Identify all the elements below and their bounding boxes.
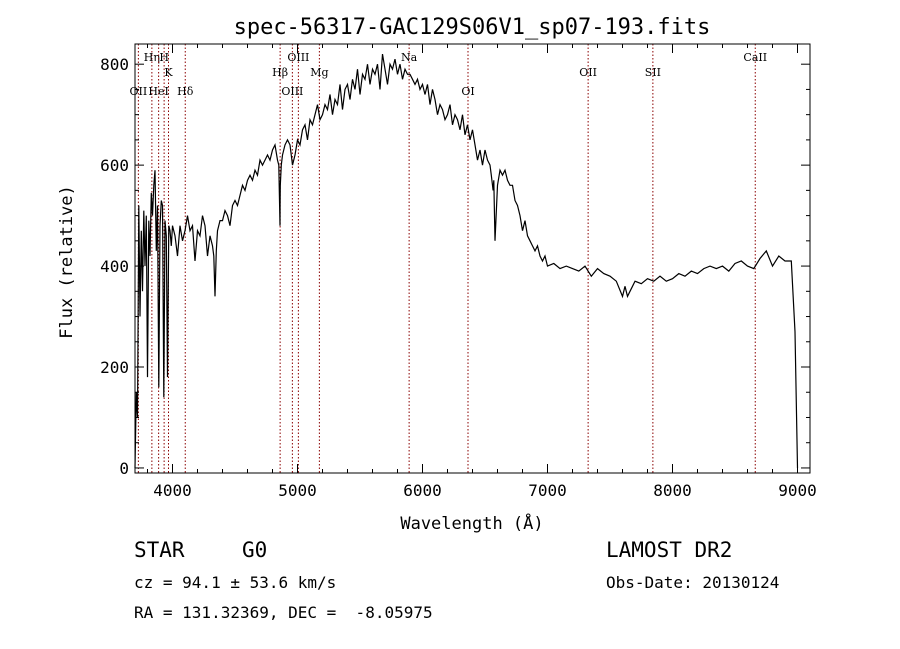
object-subclass: G0 — [242, 538, 268, 562]
line-marker-label: OI — [461, 85, 474, 98]
plot-frame — [134, 43, 811, 474]
line-marker-label: HeI — [148, 85, 168, 98]
axes: 4000 5000 6000 7000 8000 9000 0 200 400 600 800 — [100, 44, 817, 500]
y-tick-label: 0 — [119, 459, 129, 478]
x-tick-label: 9000 — [778, 481, 817, 500]
line-marker-label: K — [164, 66, 173, 79]
x-tick-label: 5000 — [278, 481, 317, 500]
obs-date: Obs-Date: 20130124 — [606, 573, 780, 592]
object-class: STAR — [134, 538, 185, 562]
line-marker-label: OII — [579, 66, 597, 79]
spectrum-series — [134, 54, 799, 469]
survey-name: LAMOST DR2 — [606, 538, 733, 562]
line-marker-label: OIII — [287, 51, 309, 64]
y-tick-label: 200 — [100, 358, 129, 377]
y-tick-label: 800 — [100, 55, 129, 74]
ra-dec: RA = 131.32369, DEC = -8.05975 — [134, 603, 433, 622]
line-marker-label: Na — [401, 51, 418, 64]
chart-title: spec-56317-GAC129S06V1_sp07-193.fits — [234, 15, 711, 40]
y-tick-label: 400 — [100, 257, 129, 276]
line-marker-label: Hβ — [272, 66, 288, 79]
line-marker-label: Hδ — [177, 85, 194, 98]
line-marker-label: CaII — [743, 51, 767, 64]
y-tick-label: 600 — [100, 156, 129, 175]
y-axis-label: Flux (relative) — [57, 185, 77, 339]
x-tick-label: 4000 — [153, 481, 192, 500]
x-tick-label: 8000 — [653, 481, 692, 500]
redshift-cz: cz = 94.1 ± 53.6 km/s — [134, 573, 337, 592]
x-axis-label: Wavelength (Å) — [400, 512, 543, 534]
line-marker-label: Hη — [144, 51, 160, 64]
line-marker-label: H — [159, 51, 169, 64]
spectrum-line — [134, 54, 799, 469]
line-marker-label: OII — [130, 85, 148, 98]
x-tick-label: 6000 — [403, 481, 442, 500]
line-marker-label: Mg — [310, 66, 328, 79]
line-marker-label: OIII — [281, 85, 303, 98]
x-tick-label: 7000 — [528, 481, 567, 500]
line-marker-label: SII — [645, 66, 661, 79]
